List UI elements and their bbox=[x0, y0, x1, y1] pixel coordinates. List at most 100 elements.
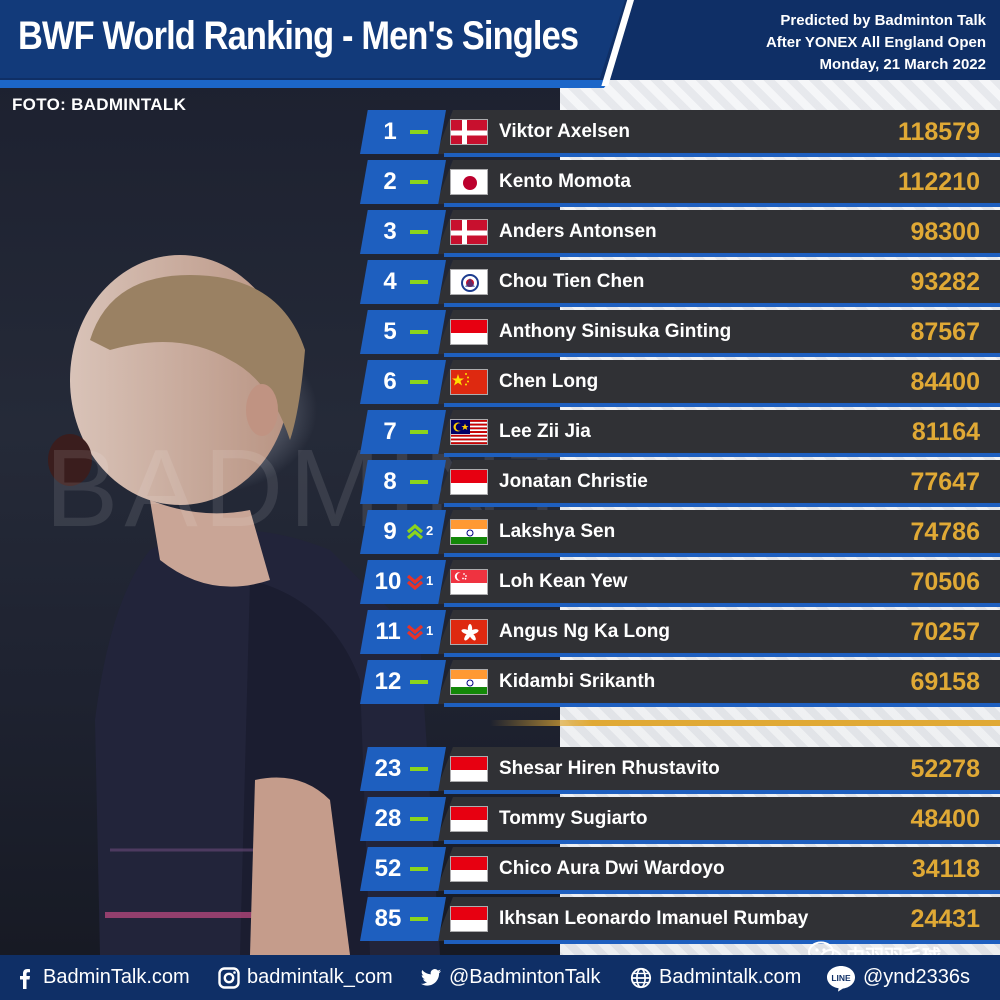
rank-number: 6 bbox=[383, 368, 397, 395]
rank-number: 1 bbox=[383, 118, 397, 145]
predicted-by: Predicted by Badminton Talk bbox=[780, 12, 986, 29]
player-name: Lakshya Sen bbox=[499, 521, 616, 542]
name-bar bbox=[436, 897, 1000, 941]
name-bar bbox=[436, 310, 1000, 354]
ranking-row: 8 Jonatan Christie 77647 bbox=[360, 460, 1000, 507]
header-stripe bbox=[0, 80, 610, 88]
rank-box bbox=[360, 897, 446, 941]
rank-box bbox=[360, 797, 446, 841]
rank-trend bbox=[404, 210, 440, 254]
rank-box bbox=[360, 110, 446, 154]
ranking-row: 5 Anthony Sinisuka Ginting 87567 bbox=[360, 310, 1000, 357]
globe-icon bbox=[630, 967, 652, 988]
flag-indonesia-icon bbox=[450, 319, 488, 345]
twitter-label: @BadmintonTalk bbox=[449, 966, 601, 988]
rank-box bbox=[360, 360, 446, 404]
footer-facebook[interactable]: BadminTalk.com bbox=[14, 955, 190, 1000]
rank-box bbox=[360, 747, 446, 791]
flag-india-icon bbox=[450, 669, 488, 695]
ranking-points: 69158 bbox=[910, 668, 980, 696]
ranking-points: 24431 bbox=[910, 905, 980, 933]
rank-change: 1 bbox=[426, 623, 434, 638]
name-bar bbox=[436, 210, 1000, 254]
ranking-row: 23 Shesar Hiren Rhustavito 52278 bbox=[360, 747, 1000, 794]
ranking-points: 84400 bbox=[910, 368, 980, 396]
svg-text:LINE: LINE bbox=[831, 973, 851, 983]
ranking-row: 52 Chico Aura Dwi Wardoyo 34118 bbox=[360, 847, 1000, 894]
flag-china-icon bbox=[450, 369, 488, 395]
player-name: Viktor Axelsen bbox=[499, 121, 630, 142]
rank-change: 1 bbox=[426, 573, 434, 588]
ranking-points: 48400 bbox=[910, 805, 980, 833]
rank-number: 85 bbox=[374, 905, 402, 932]
prediction-info: Predicted by Badminton Talk After YONEX … bbox=[766, 10, 986, 76]
rank-box bbox=[360, 610, 446, 654]
no-change-icon bbox=[410, 330, 428, 334]
player-name: Kento Momota bbox=[499, 171, 631, 192]
twitter-icon bbox=[420, 968, 442, 986]
instagram-icon bbox=[218, 966, 240, 989]
rank-up-icon bbox=[406, 524, 424, 540]
ranking-row: 9 2 Lakshya Sen 74786 bbox=[360, 510, 1000, 557]
rank-box bbox=[360, 210, 446, 254]
ranking-row: 6 Chen Long 84400 bbox=[360, 360, 1000, 407]
rank-number: 10 bbox=[374, 568, 402, 595]
ranking-row: 10 1 Loh Kean Yew 70506 bbox=[360, 560, 1000, 607]
rank-number: 7 bbox=[383, 418, 397, 445]
name-bar bbox=[436, 110, 1000, 154]
no-change-icon bbox=[410, 817, 428, 821]
no-change-icon bbox=[410, 180, 428, 184]
ranking-points: 70257 bbox=[910, 618, 980, 646]
no-change-icon bbox=[410, 917, 428, 921]
flag-chinese-taipei-icon bbox=[450, 269, 488, 295]
no-change-icon bbox=[410, 480, 428, 484]
rank-number: 52 bbox=[374, 855, 402, 882]
flag-indonesia-icon bbox=[450, 469, 488, 495]
ranking-points: 70506 bbox=[910, 568, 980, 596]
footer-twitter[interactable]: @BadmintonTalk bbox=[420, 955, 600, 1000]
rank-trend: 1 bbox=[404, 560, 440, 604]
name-bar bbox=[436, 610, 1000, 654]
ranking-points: 74786 bbox=[910, 518, 980, 546]
player-name: Shesar Hiren Rhustavito bbox=[499, 758, 720, 779]
ranking-row: 1 Viktor Axelsen 118579 bbox=[360, 110, 1000, 157]
ranking-row: 85 Ikhsan Leonardo Imanuel Rumbay 24431 bbox=[360, 897, 1000, 944]
flag-hong-kong-icon bbox=[450, 619, 488, 645]
footer-website[interactable]: Badmintalk.com bbox=[630, 955, 801, 1000]
footer-line[interactable]: LINE @ynd2336s bbox=[826, 955, 970, 1000]
page-title: BWF World Ranking - Men's Singles bbox=[18, 14, 579, 58]
no-change-icon bbox=[410, 230, 428, 234]
name-bar bbox=[436, 660, 1000, 704]
ranking-points: 118579 bbox=[897, 118, 980, 146]
rank-number: 28 bbox=[374, 805, 402, 832]
player-name: Chen Long bbox=[499, 371, 599, 392]
rank-box bbox=[360, 660, 446, 704]
flag-malaysia-icon bbox=[450, 419, 488, 445]
rank-number: 3 bbox=[383, 218, 397, 245]
ranking-points: 77647 bbox=[910, 468, 980, 496]
ranking-points: 87567 bbox=[910, 318, 980, 346]
player-name: Loh Kean Yew bbox=[499, 571, 628, 592]
instagram-label: badmintalk_com bbox=[247, 966, 393, 988]
flag-indonesia-icon bbox=[450, 806, 488, 832]
photo-credit: FOTO: BADMINTALK bbox=[12, 95, 187, 114]
rank-box bbox=[360, 410, 446, 454]
name-bar bbox=[436, 360, 1000, 404]
ranking-points: 81164 bbox=[911, 418, 980, 446]
ranking-row: 11 1 Angus Ng Ka Long 70257 bbox=[360, 610, 1000, 657]
player-name: Anthony Sinisuka Ginting bbox=[499, 321, 732, 342]
name-bar bbox=[436, 460, 1000, 504]
header-title-panel bbox=[0, 0, 625, 78]
player-name: Angus Ng Ka Long bbox=[499, 621, 670, 642]
ranking-row: 4 Chou Tien Chen 93282 bbox=[360, 260, 1000, 307]
line-icon: LINE bbox=[827, 965, 855, 992]
footer-instagram[interactable]: badmintalk_com bbox=[218, 955, 393, 1000]
footer-bar: BadminTalk.com badmintalk_com @Badminton… bbox=[0, 955, 1000, 1000]
no-change-icon bbox=[410, 867, 428, 871]
flag-indonesia-icon bbox=[450, 906, 488, 932]
no-change-icon bbox=[410, 280, 428, 284]
flag-denmark-icon bbox=[450, 219, 488, 245]
player-name: Tommy Sugiarto bbox=[499, 808, 648, 829]
rank-number: 4 bbox=[383, 268, 397, 295]
player-name: Chou Tien Chen bbox=[499, 271, 645, 292]
